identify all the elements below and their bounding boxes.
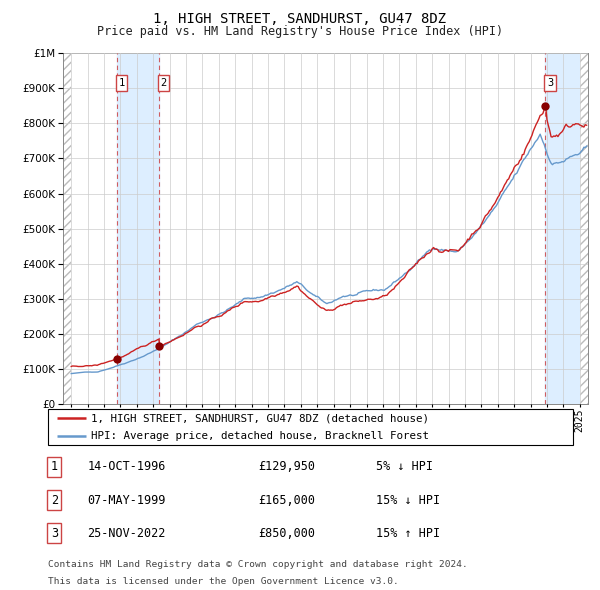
Text: Contains HM Land Registry data © Crown copyright and database right 2024.: Contains HM Land Registry data © Crown c… <box>48 560 468 569</box>
Text: 3: 3 <box>51 526 58 540</box>
Bar <box>545 53 580 404</box>
FancyBboxPatch shape <box>48 409 573 445</box>
Text: 2: 2 <box>161 78 167 88</box>
Text: 14-OCT-1996: 14-OCT-1996 <box>88 460 166 474</box>
Text: 15% ↓ HPI: 15% ↓ HPI <box>376 493 440 507</box>
Text: £129,950: £129,950 <box>258 460 315 474</box>
Text: 1, HIGH STREET, SANDHURST, GU47 8DZ (detached house): 1, HIGH STREET, SANDHURST, GU47 8DZ (det… <box>91 413 429 423</box>
Bar <box>117 53 159 404</box>
Bar <box>580 53 588 404</box>
Bar <box>63 53 71 404</box>
Text: 5% ↓ HPI: 5% ↓ HPI <box>376 460 433 474</box>
Text: 3: 3 <box>547 78 553 88</box>
Text: 1, HIGH STREET, SANDHURST, GU47 8DZ: 1, HIGH STREET, SANDHURST, GU47 8DZ <box>154 12 446 27</box>
Text: 25-NOV-2022: 25-NOV-2022 <box>88 526 166 540</box>
Text: 15% ↑ HPI: 15% ↑ HPI <box>376 526 440 540</box>
Text: HPI: Average price, detached house, Bracknell Forest: HPI: Average price, detached house, Brac… <box>91 431 429 441</box>
Text: 1: 1 <box>51 460 58 474</box>
Text: £165,000: £165,000 <box>258 493 315 507</box>
Text: This data is licensed under the Open Government Licence v3.0.: This data is licensed under the Open Gov… <box>48 577 399 586</box>
Text: 1: 1 <box>119 78 125 88</box>
Text: £850,000: £850,000 <box>258 526 315 540</box>
Text: Price paid vs. HM Land Registry's House Price Index (HPI): Price paid vs. HM Land Registry's House … <box>97 25 503 38</box>
Text: 07-MAY-1999: 07-MAY-1999 <box>88 493 166 507</box>
Text: 2: 2 <box>51 493 58 507</box>
